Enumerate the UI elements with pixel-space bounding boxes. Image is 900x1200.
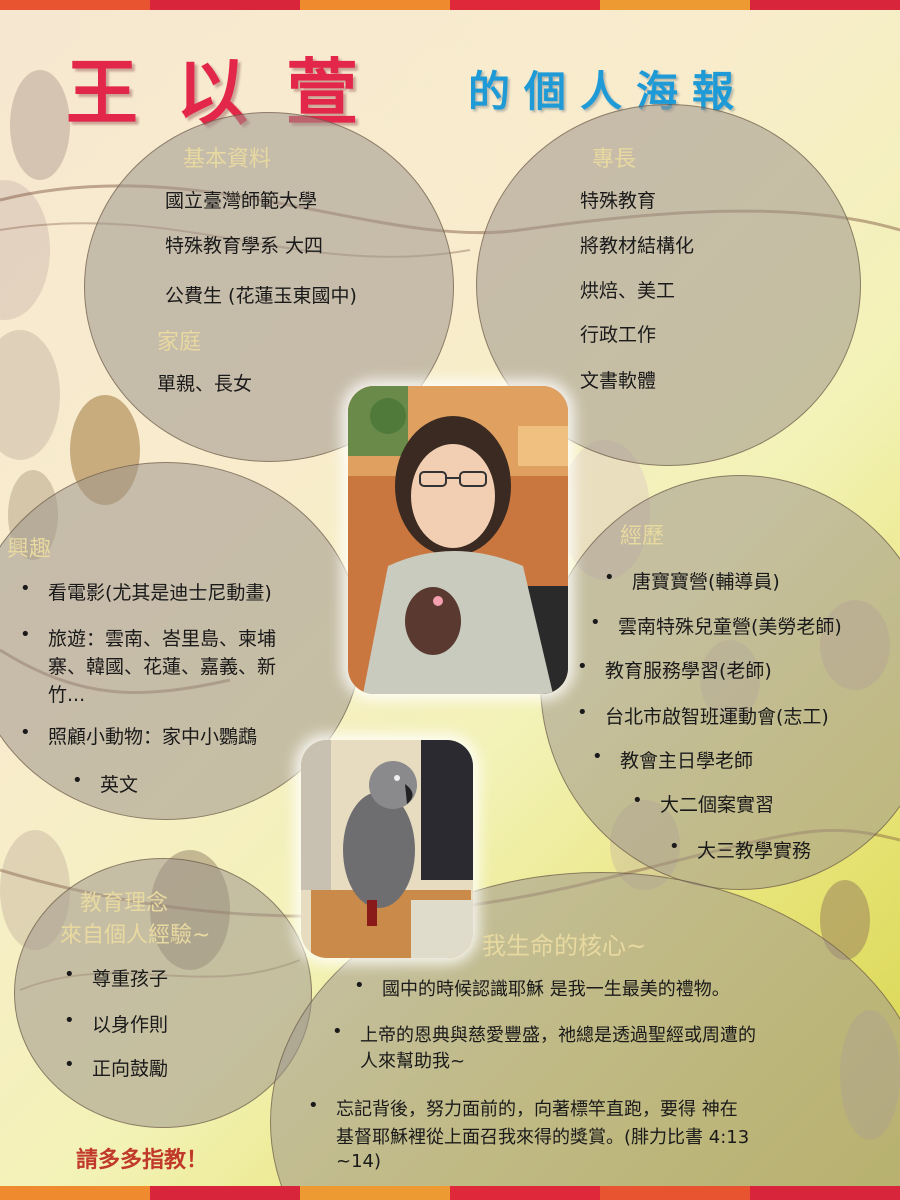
family-value: 單親、長女 [157, 373, 253, 395]
skills-item: 烘焙、美工 [580, 280, 676, 302]
core-heading: 我生命的核心~ [482, 932, 647, 960]
interests-heading: 興趣 [7, 537, 52, 562]
experience-item: 教會主日學老師 [592, 746, 753, 773]
skills-item: 將教材結構化 [580, 235, 695, 257]
basic-info-line: 公費生 (花蓮玉東國中) [165, 285, 357, 307]
portrait-photo [348, 386, 568, 694]
family-heading: 家庭 [157, 330, 202, 355]
core-item: 忘記背後，努力面前的，向著標竿直跑，要得 神在 [308, 1095, 738, 1121]
philosophy-heading: 教育理念 [80, 891, 169, 916]
interests-item-continued: 竹... [48, 684, 86, 706]
interests-item: 照顧小動物：家中小鸚鵡 [20, 722, 257, 749]
top-color-stripe [0, 0, 900, 10]
interests-item: 英文 [72, 770, 138, 797]
skills-item: 行政工作 [580, 324, 657, 346]
skills-item: 文書軟體 [580, 370, 657, 392]
bottom-color-stripe [0, 1186, 900, 1200]
philosophy-item: 尊重孩子 [64, 964, 168, 991]
parrot-photo [301, 740, 473, 958]
philosophy-bubble [14, 858, 312, 1128]
closing-text: 請多多指教！ [76, 1148, 209, 1173]
basic-info-heading: 基本資料 [183, 147, 272, 172]
philosophy-subheading: 來自個人經驗~ [60, 923, 211, 948]
core-item-continued: 人來幫助我~ [360, 1051, 466, 1072]
basic-info-line: 特殊教育學系 大四 [165, 235, 324, 257]
experience-item: 雲南特殊兒童營(美勞老師) [590, 612, 842, 639]
experience-item: 大三教學實務 [669, 836, 811, 863]
core-item-continued: ~14) [336, 1151, 382, 1172]
philosophy-item: 以身作則 [64, 1010, 168, 1037]
interests-item: 旅遊：雲南、峇里島、柬埔 [20, 624, 276, 651]
interests-item-continued: 寨、韓國、花蓮、嘉義、新 [48, 656, 277, 678]
philosophy-item: 正向鼓勵 [64, 1054, 168, 1081]
core-item: 上帝的恩典與慈愛豐盛，祂總是透過聖經或周遭的 [332, 1021, 756, 1047]
experience-item: 唐寶寶營(輔導員) [604, 567, 780, 594]
basic-info-line: 國立臺灣師範大學 [165, 190, 318, 212]
experience-item: 教育服務學習(老師) [577, 656, 772, 683]
skills-item: 特殊教育 [580, 190, 657, 212]
experience-heading: 經歷 [620, 524, 665, 549]
experience-item: 台北市啟智班運動會(志工) [577, 702, 829, 729]
core-item-continued: 基督耶穌裡從上面召我來得的獎賞。(腓力比書 4:13 [336, 1127, 750, 1148]
core-item: 國中的時候認識耶穌 是我一生最美的禮物。 [354, 975, 730, 1001]
skills-heading: 專長 [592, 147, 637, 172]
interests-item: 看電影(尤其是迪士尼動畫) [20, 578, 272, 605]
experience-item: 大二個案實習 [632, 790, 774, 817]
